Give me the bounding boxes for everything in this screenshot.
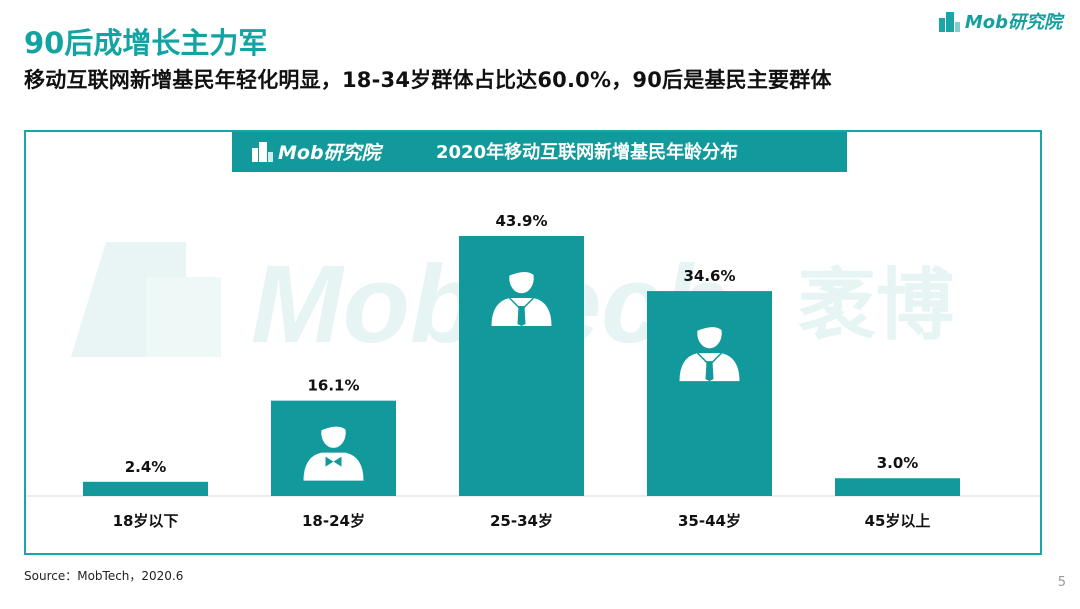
- page-title: 90后成增长主力军: [24, 26, 268, 60]
- data-label-3: 34.6%: [683, 267, 735, 285]
- page-subtitle: 移动互联网新增基民年轻化明显，18-34岁群体占比达60.0%，90后是基民主要…: [24, 68, 832, 92]
- x-tick-label-3: 35-44岁: [678, 512, 741, 530]
- data-label-0: 2.4%: [125, 458, 167, 476]
- chart-header: Mob研究院 2020年移动互联网新增基民年龄分布: [232, 132, 847, 172]
- source-note: Source：MobTech，2020.6: [24, 569, 184, 583]
- bar-chart: 2.4% 18岁以下 16.1% 18-24岁 43.9% 25-34岁 34.6% 35-4…: [26, 212, 1040, 530]
- x-tick-label-2: 25-34岁: [490, 512, 553, 530]
- data-label-1: 16.1%: [307, 377, 359, 395]
- bar-0: [83, 481, 208, 496]
- brand-logo-text: Mob研究院: [964, 12, 1062, 33]
- building-logo-icon: [938, 12, 960, 32]
- person-suit-icon: [491, 260, 552, 326]
- chart-panel: MobTech 袤博 Mob研究院 2020年移动互联网新增基民年龄分布 2.4…: [24, 130, 1042, 555]
- person-suit-icon: [679, 315, 740, 382]
- x-tick-label-4: 45岁以上: [865, 512, 931, 530]
- header-logo-text: Mob研究院: [278, 141, 381, 164]
- person-bowtie-icon: [303, 414, 364, 481]
- data-label-4: 3.0%: [877, 454, 919, 472]
- building-logo-icon: [252, 142, 273, 162]
- x-tick-label-1: 18-24岁: [302, 512, 365, 530]
- header-logo: Mob研究院: [250, 138, 390, 165]
- brand-logo-top: Mob研究院: [937, 8, 1062, 34]
- page-number: 5: [1057, 575, 1066, 590]
- watermark-cjk: 袤博: [798, 261, 954, 351]
- bar-4: [835, 478, 960, 496]
- chart-title: 2020年移动互联网新增基民年龄分布: [436, 142, 739, 163]
- data-label-2: 43.9%: [495, 212, 547, 230]
- x-tick-label-0: 18岁以下: [113, 512, 179, 530]
- watermark-logo-icon: [71, 242, 221, 357]
